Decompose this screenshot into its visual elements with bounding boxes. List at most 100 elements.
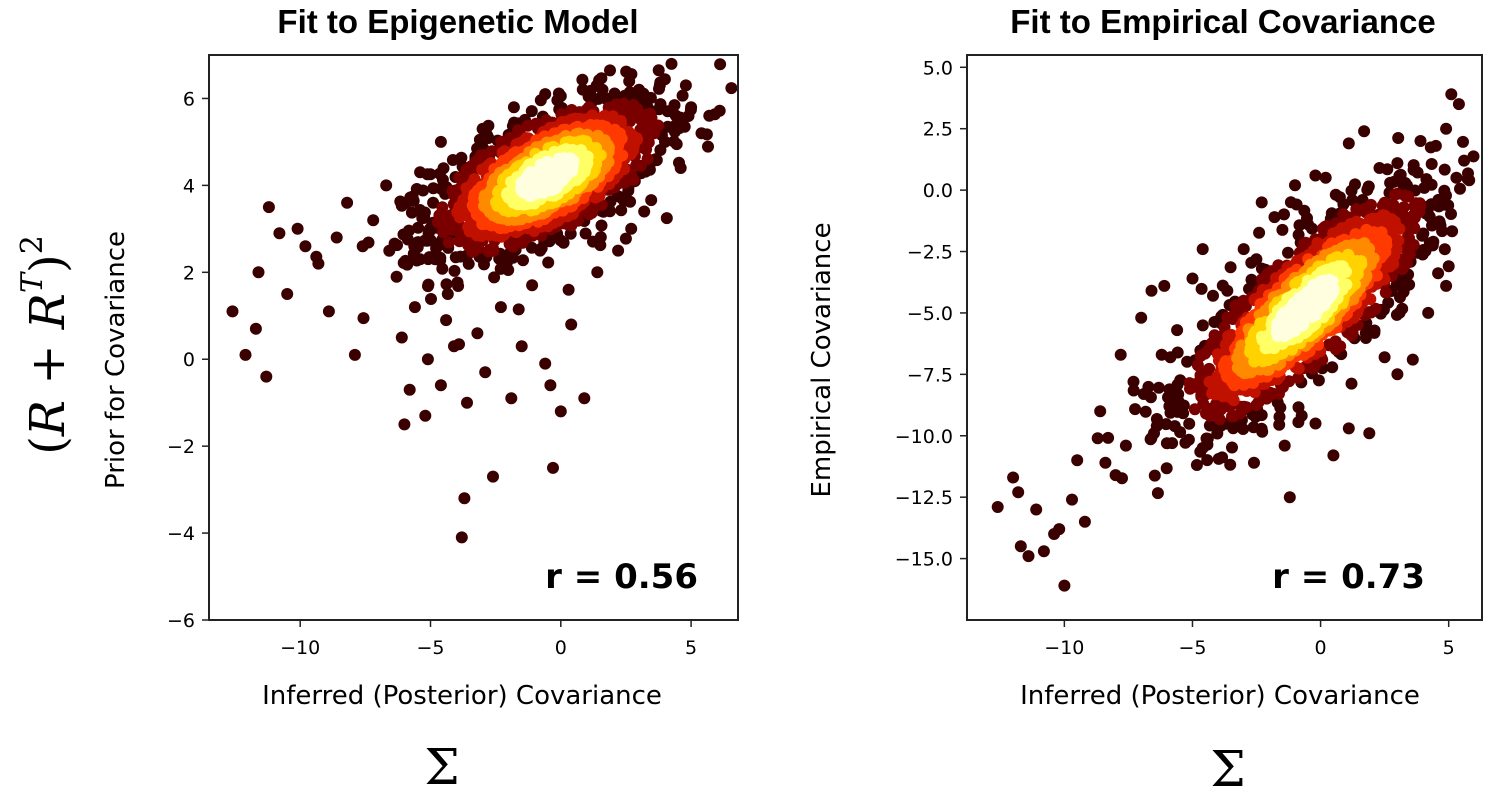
scatter-point	[1151, 487, 1164, 500]
scatter-point	[1248, 456, 1260, 469]
scatter-point	[322, 305, 335, 318]
scatter-point	[1345, 377, 1358, 390]
math-r1: R	[20, 400, 76, 437]
scatter-point	[1224, 458, 1237, 471]
scatter-point	[1196, 243, 1209, 256]
y-tick-label: −2	[167, 436, 195, 458]
scatter-point	[1142, 380, 1155, 393]
scatter-point	[653, 82, 665, 95]
scatter-point	[638, 205, 651, 218]
scatter-point	[1467, 150, 1480, 163]
scatter-point	[391, 239, 403, 252]
scatter-point	[1171, 324, 1184, 337]
scatter-point	[1216, 451, 1229, 464]
plot-frame	[208, 54, 739, 621]
scatter-point	[1414, 135, 1427, 147]
scatter-point	[427, 196, 440, 209]
scatter-point	[1183, 417, 1196, 430]
math-sup-t: T	[15, 271, 50, 293]
scatter-point	[1007, 471, 1020, 484]
scatter-point	[418, 211, 431, 224]
scatter-point	[525, 105, 538, 118]
scatter-point	[512, 303, 525, 316]
left-math-label: (R + RT)2	[15, 235, 76, 455]
scatter-point	[399, 254, 412, 267]
scatter-point	[1425, 158, 1438, 170]
scatter-point	[1135, 311, 1148, 324]
scatter-point	[488, 271, 501, 284]
scatter-point	[1190, 459, 1203, 471]
scatter-point	[1381, 163, 1394, 176]
scatter-point	[1342, 137, 1355, 150]
scatter-point	[357, 312, 370, 325]
scatter-point	[1171, 346, 1184, 359]
x-tick-label: 5	[685, 637, 697, 659]
scatter-point	[1127, 375, 1140, 388]
scatter-point	[507, 101, 520, 114]
scatter-point	[673, 156, 685, 169]
y-tick-label: 0.0	[923, 180, 953, 202]
scatter-point	[565, 318, 578, 331]
scatter-point	[440, 278, 453, 291]
scatter-point	[1053, 523, 1066, 536]
x-tick-label: 5	[1443, 637, 1455, 659]
scatter-point	[1099, 456, 1112, 469]
y-tick-label: −10.0	[895, 426, 953, 448]
scatter-point	[1221, 284, 1234, 297]
scatter-point	[1440, 279, 1453, 292]
scatter-point	[1202, 343, 1215, 356]
scatter-point	[1446, 225, 1459, 238]
scatter-point	[1237, 423, 1250, 435]
x-tick-label: −10	[1044, 637, 1084, 659]
scatter-point	[1387, 175, 1400, 188]
chart-empirical-covariance: Fit to Empirical Covariance −10 −5 0 5 −15.…	[807, 3, 1483, 711]
scatter-point	[645, 194, 658, 207]
scatter-point	[1145, 284, 1158, 297]
scatter-point	[676, 89, 689, 102]
scatter-point	[625, 222, 638, 235]
scatter-point	[1346, 194, 1359, 207]
scatter-point	[1440, 122, 1453, 135]
scatter-point	[1196, 319, 1209, 332]
scatter-point	[652, 64, 665, 77]
scatter-point	[458, 492, 471, 505]
scatter-point	[515, 340, 528, 353]
scatter-point	[1160, 462, 1173, 475]
scatter-point	[1022, 550, 1035, 563]
scatter-point	[1450, 171, 1463, 184]
scatter-point	[1306, 222, 1318, 235]
scatter-point	[341, 196, 354, 209]
x-tick-label: −5	[1178, 637, 1206, 659]
scatter-point	[442, 236, 455, 249]
y-tick-label: −5.0	[907, 303, 953, 325]
scatter-point	[1239, 300, 1252, 313]
scatter-point	[1250, 253, 1263, 266]
scatter-point	[702, 140, 714, 153]
scatter-point	[1378, 351, 1391, 364]
scatter-point	[1116, 472, 1128, 485]
scatter-point	[1129, 403, 1142, 416]
scatter-point	[654, 144, 667, 156]
scatter-point	[708, 108, 721, 121]
scatter-point	[440, 314, 453, 327]
scatter-point	[455, 151, 468, 164]
y-tick-label: −12.5	[895, 487, 953, 509]
scatter-point	[1278, 208, 1290, 221]
y-tick-label: −4	[167, 523, 195, 545]
scatter-point	[482, 132, 495, 144]
math-plus: +	[20, 329, 76, 400]
x-tick-label: −5	[416, 637, 444, 659]
scatter-point	[1454, 182, 1466, 195]
scatter-point	[1416, 229, 1429, 242]
y-axis-ticks: −6 −4 −2 0 2 4 6	[167, 88, 209, 632]
scatter-point	[1424, 141, 1437, 154]
scatter-point	[612, 244, 625, 257]
scatter-point	[1319, 171, 1332, 184]
scatter-point	[425, 293, 437, 305]
scatter-point	[668, 135, 680, 148]
math-r2: R	[20, 293, 76, 330]
scatter-point	[534, 94, 547, 107]
math-open-paren: (	[20, 436, 76, 455]
scatter-point	[451, 276, 464, 289]
scatter-point	[1119, 439, 1132, 452]
